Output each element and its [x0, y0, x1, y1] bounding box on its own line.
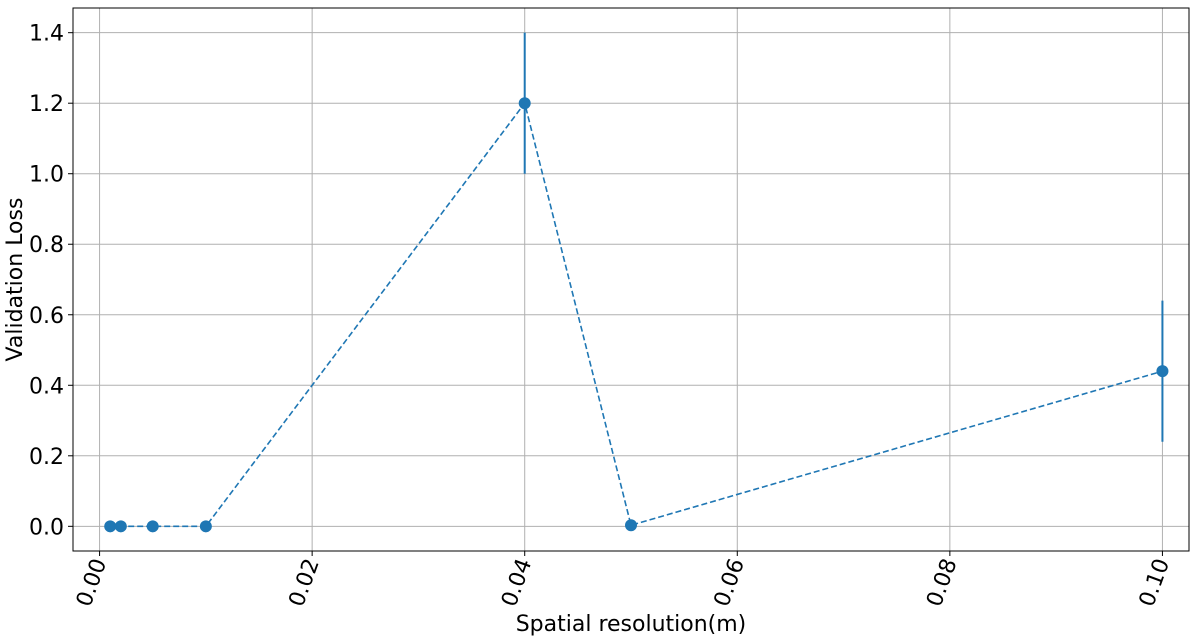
- y-tick-label: 0.4: [29, 374, 64, 399]
- y-tick-label: 0.6: [29, 304, 64, 329]
- x-tick-label: 0.06: [710, 556, 750, 611]
- y-tick-label: 1.4: [29, 22, 64, 47]
- y-axis-label: Validation Loss: [3, 198, 28, 362]
- data-point: [518, 97, 531, 110]
- data-point: [146, 520, 159, 533]
- x-tick-label: 0.08: [922, 556, 962, 611]
- plot-frame: [72, 7, 1190, 552]
- x-tick-label: 0.10: [1135, 556, 1175, 611]
- x-tick-label: 0.02: [285, 556, 325, 611]
- y-tick-label: 0.8: [29, 233, 64, 258]
- x-axis-label: Spatial resolution(m): [516, 612, 747, 637]
- data-point: [625, 519, 637, 532]
- series-layer: [104, 32, 1169, 533]
- x-tick-label: 0.00: [72, 556, 112, 611]
- y-tick-label: 1.0: [29, 163, 64, 188]
- ticks: 0.0 0.2 0.4 0.6 0.8 1.0 1.2 1.4 0.00 0.02 0.04 0.06…: [29, 22, 1175, 610]
- x-tick-label: 0.04: [497, 556, 537, 611]
- grid: [73, 8, 1189, 551]
- y-tick-label: 0.2: [29, 445, 64, 470]
- y-tick-label: 1.2: [29, 92, 64, 117]
- data-point: [1156, 365, 1169, 378]
- data-point: [104, 520, 117, 533]
- y-tick-label: 0.0: [29, 515, 64, 540]
- data-point: [199, 520, 212, 533]
- data-point: [114, 520, 127, 533]
